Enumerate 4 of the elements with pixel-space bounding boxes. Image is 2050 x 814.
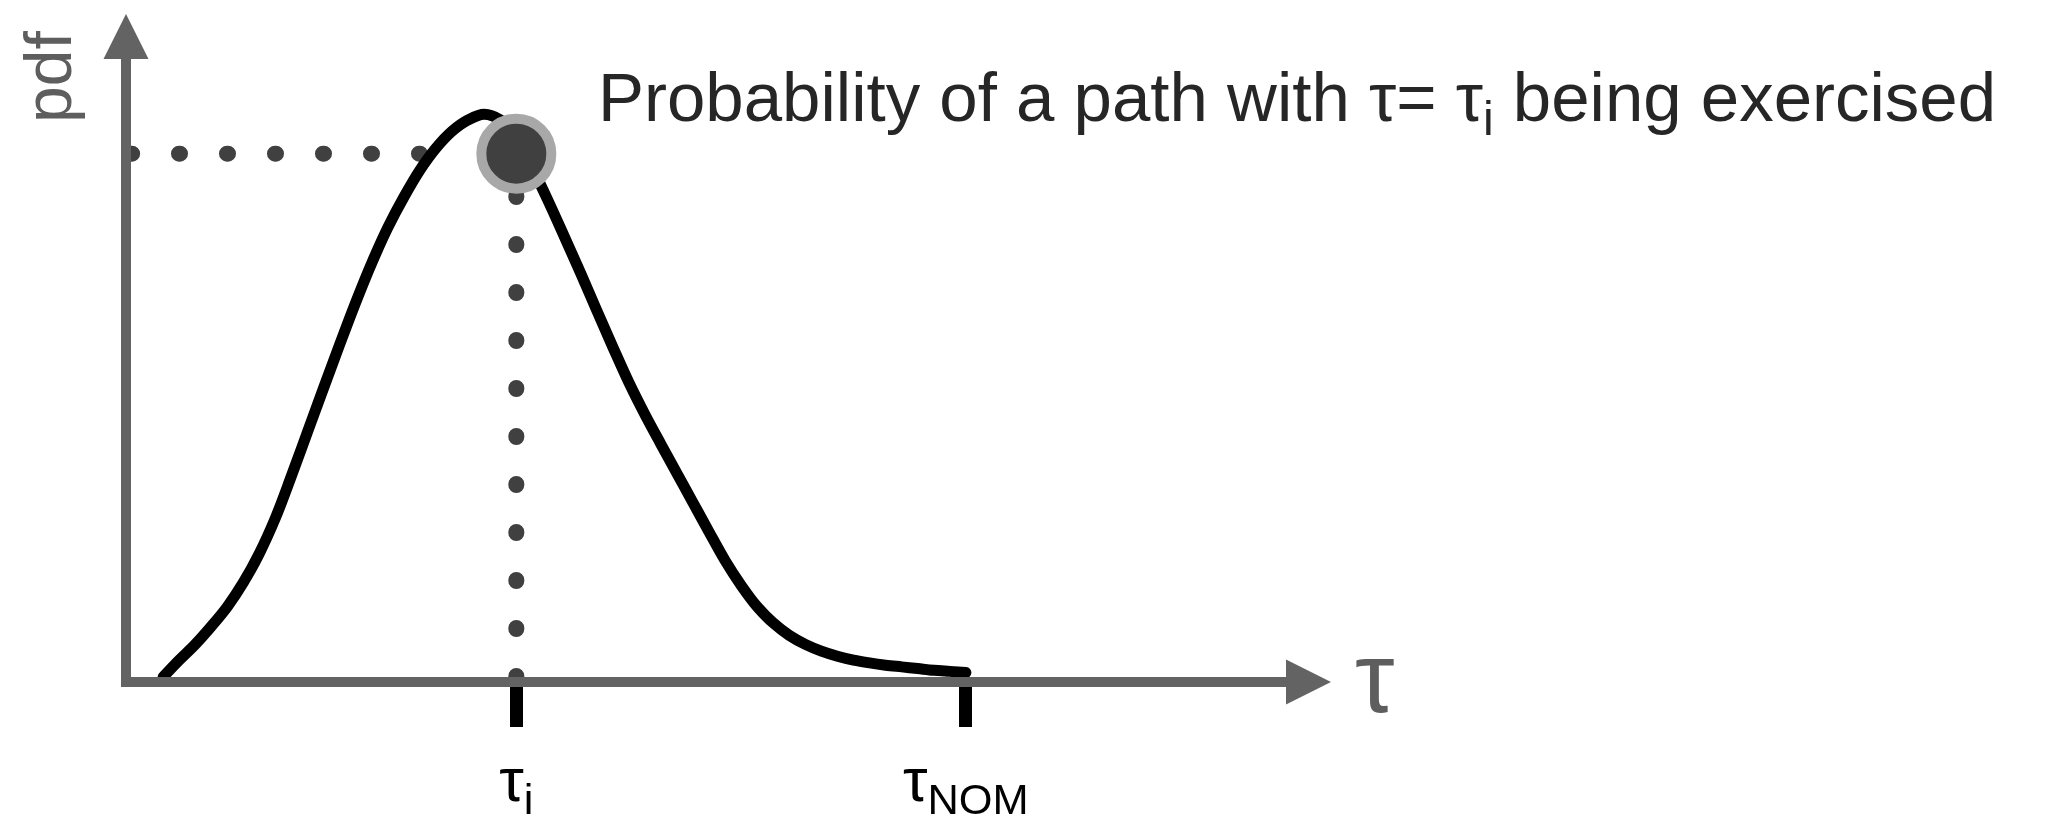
x-axis-title: τ	[1355, 621, 1395, 733]
annotation: Probability of a path with τ= τ$_{i}$ being exercised	[598, 59, 1997, 146]
y-axis-title: pdf	[11, 30, 85, 123]
x-tick-label: τ$_{i}$	[499, 745, 534, 814]
